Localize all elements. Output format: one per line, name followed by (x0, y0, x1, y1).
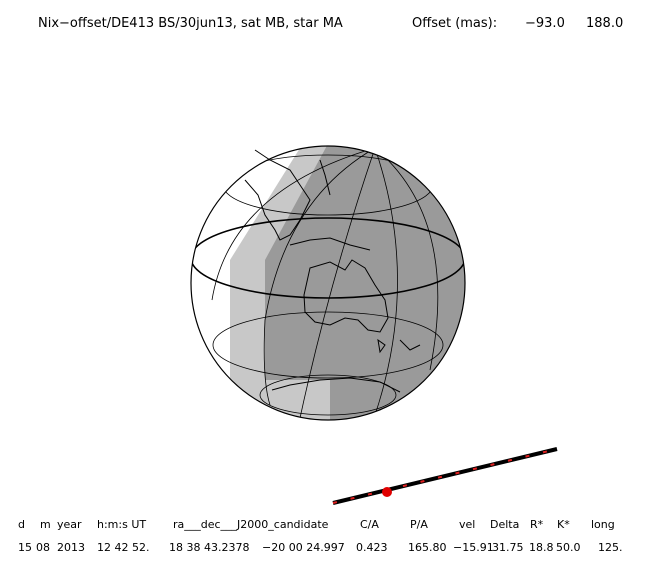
globe (190, 145, 466, 421)
column-value: 15 (18, 541, 32, 554)
column-header: vel (459, 518, 475, 531)
column-value: −15.91 (453, 541, 494, 554)
column-value: 50.0 (556, 541, 581, 554)
column-value: 18 38 43.2378 (169, 541, 249, 554)
column-value: 18.8 (529, 541, 554, 554)
column-header: year (57, 518, 82, 531)
column-header: long (591, 518, 615, 531)
offset-label: Offset (mas): (412, 16, 497, 31)
coastlines (244, 149, 421, 393)
column-value: 2013 (57, 541, 85, 554)
column-value: 31.75 (492, 541, 524, 554)
column-value: −20 00 24.997 (262, 541, 345, 554)
column-header: h:m:s UT (97, 518, 146, 531)
column-header: R* (530, 518, 544, 531)
column-header: ra___dec___J2000_candidate (173, 518, 329, 531)
offset-x: −93.0 (525, 16, 565, 31)
column-value: 08 (36, 541, 50, 554)
column-header: Delta (490, 518, 519, 531)
column-value: 125. (598, 541, 623, 554)
column-header: K* (557, 518, 570, 531)
column-value: 165.80 (408, 541, 447, 554)
path-line (332, 447, 558, 505)
offset-y: 188.0 (586, 16, 623, 31)
column-header: C/A (360, 518, 379, 531)
column-header: P/A (410, 518, 428, 531)
column-value: 12 42 52. (97, 541, 149, 554)
title: Nix−offset/DE413 BS/30jun13, sat MB, sta… (38, 16, 343, 31)
column-header: d (18, 518, 25, 531)
column-header: m (40, 518, 51, 531)
column-value: 0.423 (356, 541, 388, 554)
